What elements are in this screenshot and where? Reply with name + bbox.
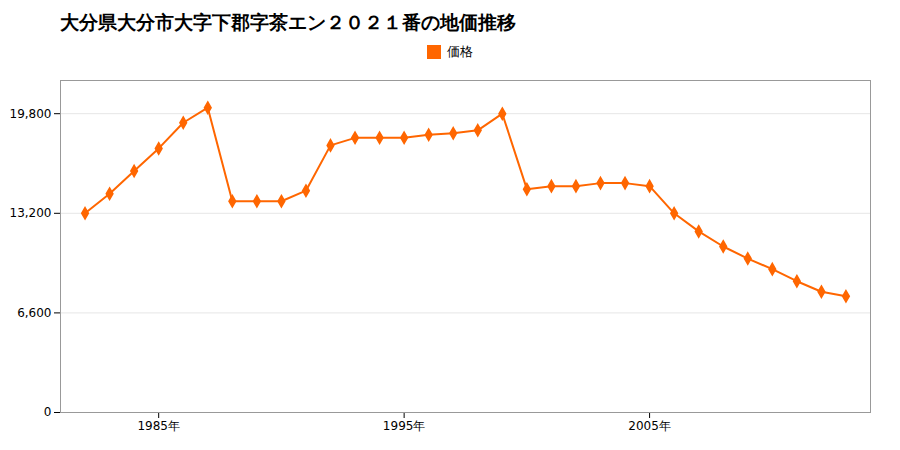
svg-text:1985年: 1985年 — [137, 419, 180, 433]
svg-text:6,600: 6,600 — [17, 306, 51, 320]
html-text:大分県大分市大字下郡字茶エン２０２１番の地価推移: 大分県大分市大字下郡字茶エン２０２１番の地価推移 — [60, 11, 516, 33]
svg-text:1995年: 1995年 — [383, 419, 426, 433]
html-text:価格: 価格 — [447, 44, 473, 59]
svg-text:0: 0 — [44, 405, 52, 419]
svg-text:13,200: 13,200 — [10, 206, 52, 220]
svg-text:19,800: 19,800 — [10, 107, 52, 121]
svg-text:2005年: 2005年 — [628, 419, 671, 433]
